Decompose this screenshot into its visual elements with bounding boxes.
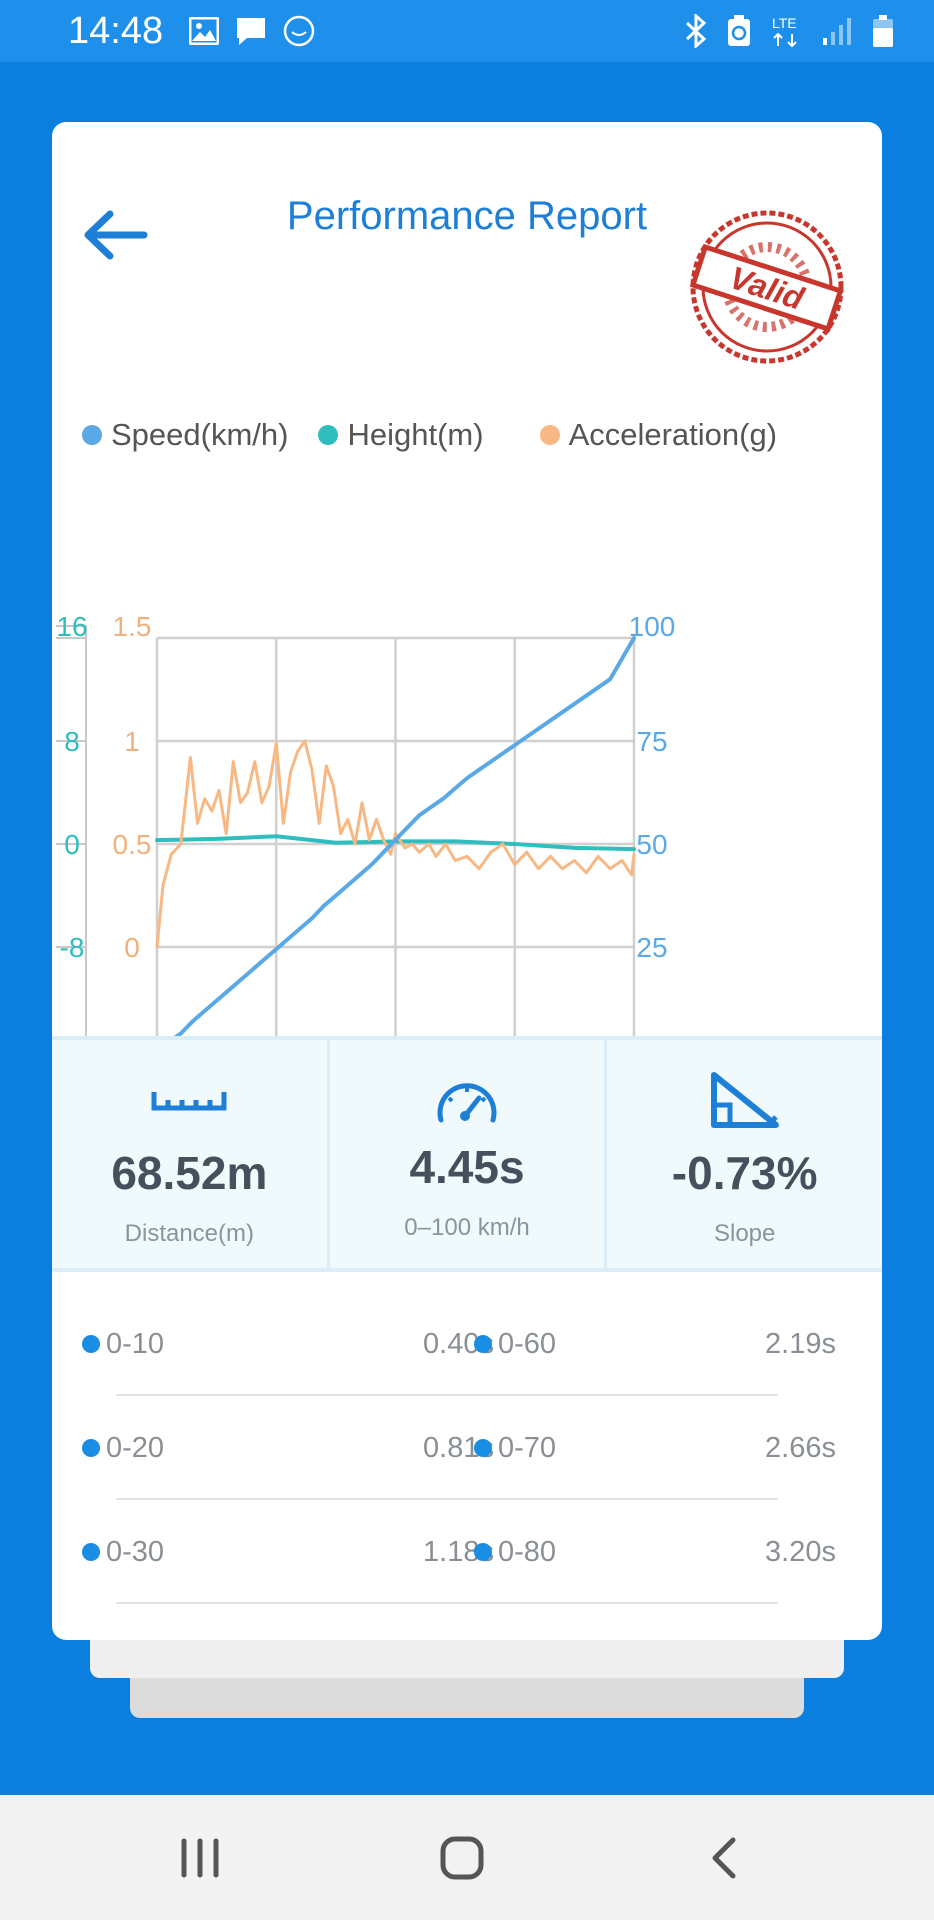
slope-icon [710,1072,779,1128]
legend-label-height: Height(m) [347,417,484,452]
report-card: Performance Report Valid Speed(km/h) Hei… [52,122,882,1640]
split-row: 0-20 0.81s 0-70 2.66s [52,1396,882,1500]
legend-item-acceleration: Acceleration(g) [539,417,778,453]
back-icon [712,1837,736,1879]
recent-apps-button[interactable] [160,1823,240,1893]
ruler-icon [151,1092,227,1111]
stat-acceleration-time: 4.45s 0–100 km/h [326,1040,605,1268]
split-range: 0-60 [474,1292,556,1396]
series-line-acceleration [155,739,636,949]
status-bar: 14:48 LTE [0,0,934,62]
tick-label-acceleration: 1.5 [113,611,152,642]
recent-apps-icon [181,1838,219,1878]
split-range-label: 0-80 [498,1535,557,1568]
split-dot [474,1543,492,1561]
split-dot [474,1439,492,1457]
legend-dot-speed [82,425,102,445]
tick-label-speed: 50 [636,829,667,860]
tick-label-acceleration: 0.5 [113,829,152,860]
split-range: 0-30 [82,1500,164,1604]
tick-label-acceleration: 1 [124,726,140,757]
legend-dot-acceleration [539,425,560,445]
split-time: 2.66s [765,1431,836,1464]
chart-legend: Speed(km/h) Height(m) Acceleration(g) [82,410,862,460]
back-nav-button[interactable] [684,1823,764,1893]
split-range: 0-70 [474,1396,556,1500]
back-button[interactable] [70,190,160,280]
tick-label-height: -8 [60,932,85,963]
series-line-speed [155,636,636,1052]
split-times-list: 0-10 0.40s 0-60 2.19s 0-20 0.81s 0-70 2.… [52,1292,882,1604]
stat-distance: 68.52m Distance(m) [52,1040,327,1268]
stat-label: Slope [713,1220,776,1247]
split-dot [82,1439,100,1457]
legend-item-speed: Speed(km/h) [82,417,288,453]
signal-icon [823,18,851,45]
split-range: 0-80 [474,1500,556,1604]
split-dot [82,1335,100,1353]
legend-label-acceleration: Acceleration(g) [568,417,778,452]
split-row: 0-30 1.18s 0-80 3.20s [52,1500,882,1604]
stat-value: 4.45s [409,1141,525,1193]
battery-icon [873,15,893,47]
split-dot [474,1335,492,1353]
legend-item-height: Height(m) [318,417,484,453]
stats-panel: 68.52m Distance(m) 4.45s 0–100 km/h -0.7… [52,1036,882,1272]
tick-label-speed: 100 [629,611,676,642]
page-title: Performance Report [286,194,648,238]
image-icon [189,17,220,45]
tick-label-acceleration: 0 [124,932,140,963]
valid-stamp-icon: Valid [689,210,844,364]
speedometer-icon [437,1083,497,1123]
stat-slope: -0.73% Slope [604,1040,882,1268]
tick-label-speed: 75 [636,726,667,757]
message-icon [237,18,266,45]
tick-label-speed: 25 [636,932,667,963]
bluetooth-icon [685,14,707,48]
legend-dot-height [318,425,339,445]
split-time: 2.19s [765,1327,836,1360]
split-range-label: 0-60 [498,1327,557,1360]
split-dot [82,1543,100,1561]
stat-label: 0–100 km/h [404,1214,530,1241]
tick-label-height: 8 [64,726,80,757]
stat-label: Distance(m) [124,1220,255,1247]
svg-text:LTE: LTE [772,15,797,31]
tick-label-height: 16 [56,611,87,642]
split-range-label: 0-30 [106,1535,165,1568]
split-range: 0-10 [82,1292,164,1396]
system-nav-bar [0,1795,934,1920]
stat-value: 68.52m [111,1147,268,1199]
legend-label-speed: Speed(km/h) [111,417,289,452]
split-range: 0-20 [82,1396,164,1500]
stat-value: -0.73% [671,1147,818,1199]
home-icon [440,1836,484,1880]
tick-label-height: 0 [64,829,80,860]
split-range-label: 0-20 [106,1431,165,1464]
lte-icon: LTE [772,15,797,48]
arrow-left-icon [84,210,148,260]
split-range-label: 0-70 [498,1431,557,1464]
split-row: 0-10 0.40s 0-60 2.19s [52,1292,882,1396]
split-time: 3.20s [765,1535,836,1568]
split-range-label: 0-10 [106,1327,165,1360]
home-button[interactable] [422,1823,502,1893]
status-time: 14:48 [68,9,164,52]
battery-saver-icon [728,15,750,46]
smiley-icon [283,15,315,47]
